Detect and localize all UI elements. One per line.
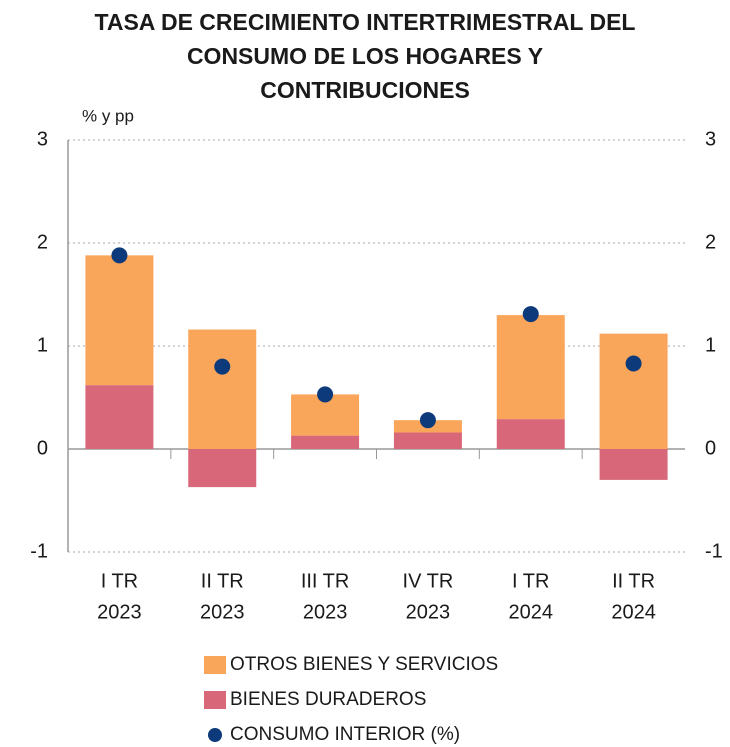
y-tick-label: 3 [37, 128, 48, 150]
y-tick-label: 0 [37, 437, 48, 459]
legend-label: CONSUMO INTERIOR (%) [230, 724, 460, 745]
x-tick-label: I TR [101, 570, 138, 592]
y-tick-label: 2 [37, 231, 48, 253]
y2-tick-label: 1 [705, 334, 716, 356]
y2-tick-label: 0 [705, 437, 716, 459]
y2-tick-label: 3 [705, 128, 716, 150]
bar [188, 329, 257, 449]
legend-swatch [204, 656, 226, 674]
bar [496, 419, 565, 449]
legend-swatch [204, 691, 226, 709]
y-tick-label: 1 [37, 334, 48, 356]
bar [188, 449, 257, 488]
x-tick-label: 2023 [97, 601, 142, 623]
chart-title: CONTRIBUCIONES [260, 77, 470, 103]
point [317, 386, 334, 403]
x-tick-label: 2024 [611, 601, 656, 623]
legend-label: BIENES DURADEROS [230, 689, 426, 710]
point [522, 306, 539, 323]
y2-tick-label: -1 [705, 540, 723, 562]
legend-label: OTROS BIENES Y SERVICIOS [230, 654, 498, 675]
point [111, 247, 128, 264]
y-axis-label: % y pp [82, 106, 134, 125]
x-tick-label: II TR [201, 570, 244, 592]
bar [291, 435, 360, 449]
point [625, 355, 642, 372]
point [419, 412, 436, 429]
x-tick-label: IV TR [403, 570, 454, 592]
bar [599, 449, 668, 480]
point [214, 358, 231, 375]
bar [496, 315, 565, 420]
bar [599, 333, 668, 449]
legend-swatch [208, 728, 222, 742]
chart-title: CONSUMO DE LOS HOGARES Y [187, 43, 543, 69]
y2-tick-label: 2 [705, 231, 716, 253]
x-tick-label: I TR [512, 570, 549, 592]
x-tick-label: 2023 [303, 601, 348, 623]
bar [85, 385, 154, 449]
x-tick-label: 2024 [509, 601, 554, 623]
chart-title: TASA DE CRECIMIENTO INTERTRIMESTRAL DEL [95, 9, 636, 35]
x-tick-label: 2023 [406, 601, 451, 623]
x-tick-label: 2023 [200, 601, 245, 623]
bar [85, 255, 154, 386]
y-tick-label: -1 [30, 540, 48, 562]
x-tick-label: II TR [612, 570, 655, 592]
x-tick-label: III TR [301, 570, 350, 592]
bar [393, 432, 462, 449]
